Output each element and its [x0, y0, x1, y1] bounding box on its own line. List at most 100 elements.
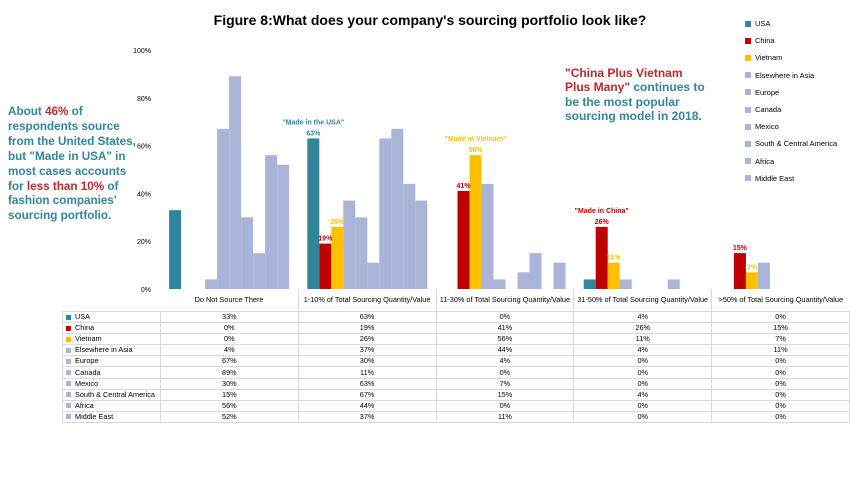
table-swatch	[66, 347, 71, 353]
legend-label: Canada	[755, 105, 782, 115]
legend-swatch	[745, 20, 751, 27]
table-cell: 52%	[159, 410, 299, 423]
bar-china-5	[733, 253, 746, 289]
data-label-usa-2: 63%	[306, 130, 321, 137]
table-swatch	[66, 325, 71, 331]
table-row-label-text: Canada	[75, 367, 101, 377]
table-row-label: South & Central America	[62, 388, 161, 401]
bar-usa-2	[307, 138, 320, 289]
bar-middle-east-3	[553, 262, 566, 289]
bar-vietnam-4	[607, 262, 620, 289]
annotation-1: "Made in the USA"	[282, 119, 344, 126]
right-callout-text: continues to be the most popular sourcin…	[565, 80, 705, 124]
table-cell: 41%	[435, 322, 575, 335]
table-cell: 0%	[435, 310, 575, 324]
table-cell: 63%	[297, 377, 437, 390]
table-row-label-text: Elsewhere in Asia	[75, 345, 133, 355]
y-tick-label: 40%	[137, 191, 151, 198]
data-label-china-4: 26%	[595, 219, 610, 226]
bar-elsewhere-in-asia-1	[205, 279, 218, 289]
table-row: Mexico 30% 63% 7% 0% 0%	[62, 377, 850, 390]
table-swatch	[66, 403, 71, 409]
legend-swatch	[745, 37, 751, 44]
table-swatch	[66, 392, 71, 398]
legend-swatch	[745, 72, 751, 79]
table-cell: 26%	[573, 322, 713, 335]
bar-usa-1	[169, 210, 182, 289]
bar-mexico-1	[241, 217, 254, 289]
table-cell: 4%	[573, 310, 713, 324]
table-row-label-text: Mexico	[75, 378, 99, 388]
left-callout-highlight-1: 46%	[45, 105, 69, 118]
table-cell: 0%	[435, 366, 575, 379]
table-swatch	[66, 314, 71, 320]
table-cell: 0%	[711, 410, 850, 423]
annotation-3: "Made in China"	[575, 208, 629, 215]
table-cell: 4%	[435, 355, 575, 368]
table-cell: 63%	[297, 310, 437, 324]
bar-vietnam-5	[745, 272, 758, 289]
table-cell: 33%	[159, 310, 299, 324]
table-cell: 44%	[435, 344, 575, 357]
table-cell: 0%	[573, 355, 713, 368]
legend-label: Europe	[755, 87, 780, 97]
table-cell: 0%	[711, 366, 850, 379]
table-cell: 15%	[159, 388, 299, 401]
legend-label: Elsewhere in Asia	[755, 70, 815, 80]
data-label-vietnam-3: 56%	[468, 147, 483, 154]
table-cell: 7%	[711, 333, 850, 346]
table-row: Africa 56% 44% 0% 0% 0%	[62, 399, 850, 412]
table-row: Vietnam 0% 26% 56% 11% 7%	[62, 333, 850, 346]
legend-item-mexico: Mexico	[745, 118, 850, 135]
table-cell: 67%	[297, 388, 437, 401]
legend-item-china: China	[745, 32, 850, 49]
table-cell: 11%	[435, 410, 575, 423]
table-row-label: Mexico	[62, 377, 161, 390]
table-row-label: USA	[62, 310, 161, 324]
table-row: USA 33% 63% 0% 4% 0%	[62, 310, 850, 324]
annotation-2: "Made in Vietnam"	[445, 136, 507, 143]
legend-swatch	[745, 175, 751, 182]
table-row-label-text: Africa	[75, 400, 94, 410]
table-cell: 30%	[159, 377, 299, 390]
bar-south-and-central-america-2	[391, 128, 404, 289]
table-cell: 0%	[573, 377, 713, 390]
table-cell: 4%	[573, 388, 713, 401]
bar-vietnam-2	[331, 226, 344, 289]
legend-item-canada: Canada	[745, 101, 850, 118]
table-header-blank	[62, 289, 161, 312]
right-callout-highlight: "China Plus Vietnam Plus Many"	[565, 66, 683, 95]
table-row: South & Central America 15% 67% 15% 4% 0%	[62, 388, 850, 401]
table-cell: 4%	[573, 344, 713, 357]
bar-mexico-3	[517, 272, 530, 289]
bar-elsewhere-in-asia-2	[343, 200, 356, 289]
chart-title: Figure 8:What does your company's sourci…	[213, 12, 647, 28]
table-cell: 56%	[159, 399, 299, 412]
legend-swatch	[745, 123, 751, 130]
table-cell: 0%	[573, 399, 713, 412]
table-cell: 11%	[297, 366, 437, 379]
table-cell: 0%	[711, 310, 850, 324]
legend-item-middle-east: Middle East	[745, 170, 850, 187]
table-row-label-text: Europe	[75, 356, 99, 366]
bar-europe-3	[493, 279, 506, 289]
table-row: China 0% 19% 41% 26% 15%	[62, 322, 850, 335]
table-swatch	[66, 359, 71, 364]
bar-usa-4	[583, 279, 596, 289]
table-row: Elsewhere in Asia 4% 37% 44% 4% 11%	[62, 344, 850, 357]
table-cell: 0%	[711, 388, 850, 401]
table-cell: 37%	[297, 344, 437, 357]
table-cell: 0%	[159, 333, 299, 346]
table-row-label-text: China	[75, 323, 95, 333]
legend-swatch	[745, 54, 751, 61]
legend-swatch	[745, 140, 751, 147]
left-callout-text-2: of respondents source from the United St…	[8, 105, 136, 193]
legend-label: China	[755, 36, 775, 46]
data-label-vietnam-5: 7%	[747, 264, 758, 271]
table-header-cell: Do Not Source There	[160, 289, 299, 312]
legend-item-vietnam: Vietnam	[745, 49, 850, 66]
table-header-cell: 11-30% of Total Sourcing Quantity/Value	[435, 289, 574, 312]
bar-europe-1	[217, 128, 230, 289]
table-cell: 26%	[297, 333, 437, 346]
